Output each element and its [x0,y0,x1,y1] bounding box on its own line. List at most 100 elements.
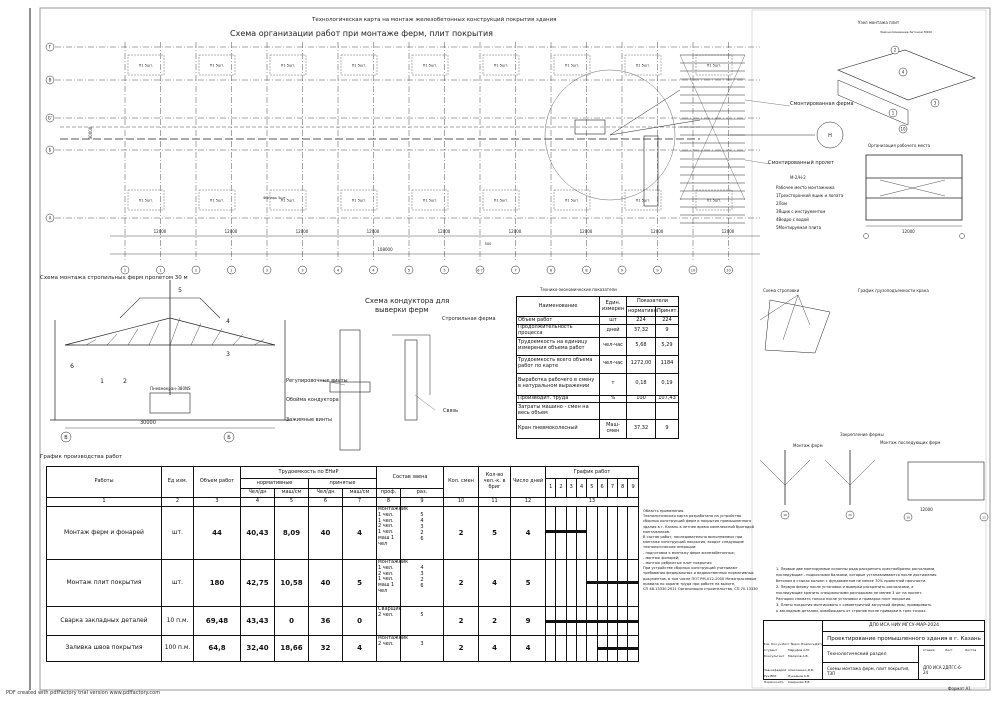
schedule-bar [618,647,628,651]
section-mark: 6 [70,363,74,370]
axis-marker [903,512,913,522]
chart-cell [617,506,629,560]
slab-stack [482,189,520,211]
table-cell: 0 [274,606,309,636]
slab-label: П1 5шт. [423,64,438,68]
line [106,333,118,346]
truss-stack [643,135,659,207]
table-cell: 42,75 [240,559,275,607]
axis-marker [845,510,855,520]
detail-marker [898,67,908,77]
work-name: Монтаж ферм и фонарей [46,506,162,560]
note-line: монтаже конструкций покрытия, входят сле… [643,540,744,545]
fix-title: Закрепление фермы [840,432,884,437]
schedule-title: График производства работ [40,454,123,460]
chart-cell [586,559,598,607]
schedule-bar [546,619,556,623]
column-axis-label: 10 [726,269,730,273]
crew-line: 1 чел. [378,529,394,535]
slab-node [837,49,976,101]
column-axis-label: 5 [443,269,445,273]
table-cell: т [599,372,627,396]
day-header: 5 [586,478,598,498]
stamp-sheet: Лист [945,648,953,652]
last-truss-label: Монтаж последующих ферм [880,440,941,445]
schedule-bar [628,619,638,623]
legend-item: 3Ящик с инструментом [776,209,826,214]
grade-line: 5 [420,512,424,518]
schedule-bar [607,647,618,651]
table-cell: 5,68 [626,336,656,356]
jig-column [339,329,361,451]
dim-small: 500 [485,242,492,246]
axis-marker [60,431,72,443]
grade-line: 5 [420,612,424,618]
stamp-col: Кол.уч [771,642,782,646]
detail-marker [890,45,900,55]
header-cell: Чел/дн [240,488,275,498]
row-axis-label: Г [49,45,52,50]
day-header: 3 [565,478,577,498]
header-cell: Чел/дн [308,488,343,498]
slab-label: П1 5шт. [352,64,367,68]
chart-cell [565,559,577,607]
chart-cell [575,606,588,636]
line [797,294,811,326]
table-cell: % [599,394,627,403]
line [148,323,160,346]
axis-marker [653,265,662,275]
note-line: монтажников. [643,529,671,534]
note-line: последующие - подкосными балками, которы… [776,573,937,577]
header-cell: Наименование [516,296,600,317]
column-axis-label: 5 [408,269,410,273]
axis-marker [191,265,201,275]
table-cell: 64,8 [193,635,241,662]
table-cell: шт. [161,506,194,560]
axis-marker [863,233,869,239]
slab-label: П1 5шт. [565,64,580,68]
axis-marker [45,213,55,223]
table-cell: 2 [443,506,480,560]
work-name: Заливка швов покрытия [46,635,162,662]
crew-line: маш 1 чел [378,582,395,594]
table-cell: 224 [655,316,679,325]
table-cell: 4 [342,635,377,662]
table-cell: 4 [342,506,377,560]
crew-line: 1 чел. [378,517,394,524]
line [190,323,202,346]
axis-marker [404,265,414,275]
table-cell: Маш-смен [599,418,627,439]
chart-cell [596,559,608,607]
stamp-code: ДП0 ИСА НИУ МГСУ-МАР-2024 [823,620,985,632]
jig-title-2: выверки ферм [375,306,429,314]
jig-label: Стропильная ферма [442,316,496,322]
table-cell: 100 п.м. [161,635,194,662]
height-dim: 30000 [88,126,93,139]
slab-stack [340,54,378,76]
chart-cell [596,635,608,662]
chart-cell [617,559,629,607]
note-line: - монтаж ребристых плит покрытия [643,561,712,566]
crane-label: Пневмокран-380NS [150,386,191,391]
slab-label: П1 5шт. [494,199,509,203]
crew-prof: монтажник 2 чел. [376,635,408,662]
header-cell: проф. [376,488,401,498]
axis-marker [511,265,520,275]
column-number: 13 [545,497,639,507]
truss-label: Смонтированная ферма [790,101,854,107]
column-axis-label: 6 7 [477,269,483,273]
slab-label: П1 5шт. [281,199,296,203]
table-cell: чел-час [599,354,627,374]
chart-cell [555,506,567,560]
column-axis-label: 7 [514,269,516,273]
slab-label: П1 5шт. [636,64,651,68]
detail-marker-label: 10 [900,127,906,132]
crew-prof: монтажник 1 чел. 1 чел. 2 чел. 1 чел. маш 1 ч… [376,506,408,560]
table-cell: 0 [342,606,377,636]
table-cell: 9 [655,324,679,338]
crew-line: 2 чел. [378,570,394,577]
schedule-bar [556,530,566,534]
span-dim: 12000 [722,229,735,234]
crew-line: 1 чел. [378,576,394,583]
